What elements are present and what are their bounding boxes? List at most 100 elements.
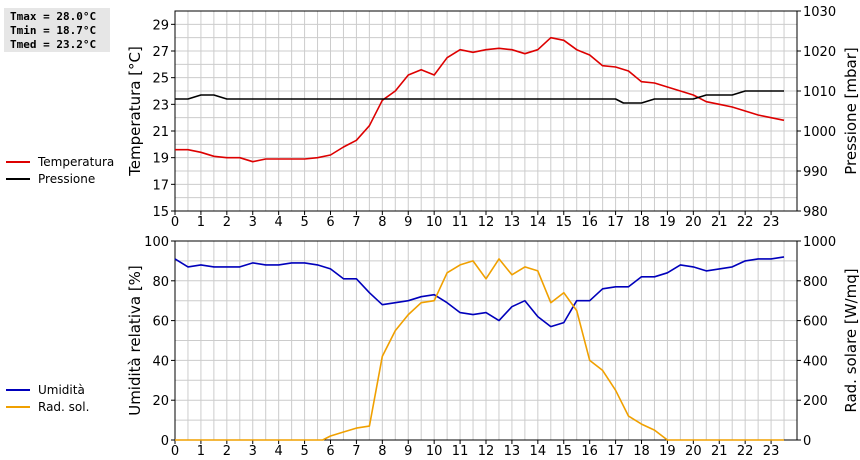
y-axis-label-top: Temperatura [°C] bbox=[126, 46, 144, 177]
y-tick-label: 29 bbox=[152, 18, 169, 33]
x-tick-label: 23 bbox=[763, 444, 780, 459]
y-axis-label-bottom: Umidità relativa [%] bbox=[126, 265, 144, 416]
legend-swatch-pressure bbox=[6, 177, 30, 180]
y-tick-label: 20 bbox=[152, 394, 169, 409]
y2-tick-label: 600 bbox=[803, 315, 828, 330]
x-tick-label: 2 bbox=[223, 215, 231, 230]
x-tick-label: 7 bbox=[352, 215, 360, 230]
y2-tick-label: 1030 bbox=[803, 5, 836, 20]
legend-swatch-humidity bbox=[6, 388, 30, 391]
legend-item-radiation: Rad. sol. bbox=[6, 398, 89, 415]
series-line-rad-sol bbox=[175, 258, 784, 441]
y2-tick-label: 400 bbox=[803, 354, 828, 369]
x-tick-label: 3 bbox=[249, 215, 257, 230]
series-line-temperatura bbox=[175, 36, 785, 163]
legend-label-humidity: Umidità bbox=[38, 382, 85, 397]
x-tick-label: 20 bbox=[685, 215, 702, 230]
legend-label-pressure: Pressione bbox=[38, 171, 96, 186]
y-tick-label: 100 bbox=[144, 235, 169, 250]
legend-bottom: Umidità Rad. sol. bbox=[6, 381, 89, 415]
x-tick-label: 0 bbox=[171, 215, 179, 230]
legend-swatch-temperature bbox=[6, 160, 30, 163]
stats-box: Tmax = 28.0°C Tmin = 18.7°C Tmed = 23.2°… bbox=[4, 8, 110, 52]
x-tick-label: 7 bbox=[352, 444, 360, 459]
legend-item-pressure: Pressione bbox=[6, 170, 114, 187]
x-tick-label: 20 bbox=[685, 444, 702, 459]
y-tick-label: 23 bbox=[152, 98, 169, 113]
chart-panel-top: 0 1 2 3 4 5 6 7 8 9 10 11 12 13 14 15 16 17 18 19 20 21 22 2315… bbox=[126, 5, 860, 230]
x-tick-label: 15 bbox=[555, 215, 572, 230]
legend-top: Temperatura Pressione bbox=[6, 153, 114, 187]
y2-axis-label-top: Pressione [mbar] bbox=[842, 47, 860, 175]
x-tick-label: 22 bbox=[737, 215, 754, 230]
series-line-umidit bbox=[174, 256, 785, 328]
y-tick-label: 40 bbox=[152, 354, 169, 369]
x-tick-label: 11 bbox=[452, 444, 469, 459]
x-tick-label: 23 bbox=[763, 215, 780, 230]
x-tick-label: 1 bbox=[197, 444, 205, 459]
y-tick-label: 15 bbox=[152, 205, 169, 220]
x-tick-label: 3 bbox=[249, 444, 257, 459]
tmin-text: Tmin = 18.7°C bbox=[10, 24, 97, 37]
y2-tick-label: 990 bbox=[803, 165, 828, 180]
x-tick-label: 1 bbox=[197, 215, 205, 230]
x-tick-label: 16 bbox=[581, 444, 598, 459]
x-tick-label: 22 bbox=[737, 444, 754, 459]
x-tick-label: 19 bbox=[659, 215, 676, 230]
series-line-pressione bbox=[175, 90, 784, 104]
tmed-text: Tmed = 23.2°C bbox=[10, 38, 97, 51]
y-tick-label: 27 bbox=[152, 45, 169, 60]
x-tick-label: 17 bbox=[607, 444, 624, 459]
y-tick-label: 17 bbox=[152, 178, 169, 193]
x-tick-label: 6 bbox=[326, 215, 334, 230]
y2-tick-label: 1020 bbox=[803, 45, 836, 60]
y2-tick-label: 1000 bbox=[803, 125, 836, 140]
legend-item-humidity: Umidità bbox=[6, 381, 89, 398]
y-tick-label: 19 bbox=[152, 152, 169, 167]
x-tick-label: 14 bbox=[530, 444, 547, 459]
y2-axis-label-bottom: Rad. solare [W/mq] bbox=[842, 268, 860, 412]
legend-label-radiation: Rad. sol. bbox=[38, 399, 90, 414]
legend-label-temperature: Temperatura bbox=[38, 154, 115, 169]
x-tick-label: 4 bbox=[275, 215, 283, 230]
x-tick-label: 21 bbox=[711, 444, 728, 459]
x-tick-label: 18 bbox=[633, 215, 650, 230]
y2-tick-label: 1010 bbox=[803, 85, 836, 100]
legend-item-temperature: Temperatura bbox=[6, 153, 114, 170]
x-tick-label: 13 bbox=[504, 215, 521, 230]
x-tick-label: 18 bbox=[633, 444, 650, 459]
x-tick-label: 10 bbox=[426, 215, 443, 230]
tmax-text: Tmax = 28.0°C bbox=[10, 10, 97, 23]
y-tick-label: 60 bbox=[152, 315, 169, 330]
x-tick-label: 5 bbox=[300, 215, 308, 230]
legend-swatch-radiation bbox=[6, 405, 30, 408]
y-tick-label: 0 bbox=[161, 434, 169, 449]
x-tick-label: 15 bbox=[555, 444, 572, 459]
x-tick-label: 11 bbox=[452, 215, 469, 230]
x-tick-label: 4 bbox=[275, 444, 283, 459]
x-tick-label: 13 bbox=[504, 444, 521, 459]
x-tick-label: 9 bbox=[404, 444, 412, 459]
x-tick-label: 16 bbox=[581, 215, 598, 230]
y2-tick-label: 1000 bbox=[803, 235, 836, 250]
grid-top bbox=[174, 10, 798, 212]
x-tick-label: 2 bbox=[223, 444, 231, 459]
y2-tick-label: 0 bbox=[803, 434, 811, 449]
y-tick-label: 80 bbox=[152, 275, 169, 290]
x-tick-label: 12 bbox=[478, 215, 495, 230]
x-tick-label: 9 bbox=[404, 215, 412, 230]
x-tick-label: 14 bbox=[530, 215, 547, 230]
y-tick-label: 25 bbox=[152, 72, 169, 87]
x-tick-label: 17 bbox=[607, 215, 624, 230]
y2-tick-label: 800 bbox=[803, 275, 828, 290]
x-tick-label: 6 bbox=[326, 444, 334, 459]
y-tick-label: 21 bbox=[152, 125, 169, 140]
y2-tick-label: 200 bbox=[803, 394, 828, 409]
chart-panel-bottom: 0 1 2 3 4 5 6 7 8 9 10 11 12 13 14 15 16 17 18 19 20 21 22 2302… bbox=[126, 235, 860, 459]
y2-tick-label: 980 bbox=[803, 205, 828, 220]
x-tick-label: 10 bbox=[426, 444, 443, 459]
x-tick-label: 21 bbox=[711, 215, 728, 230]
x-tick-label: 0 bbox=[171, 444, 179, 459]
x-tick-label: 8 bbox=[378, 215, 386, 230]
